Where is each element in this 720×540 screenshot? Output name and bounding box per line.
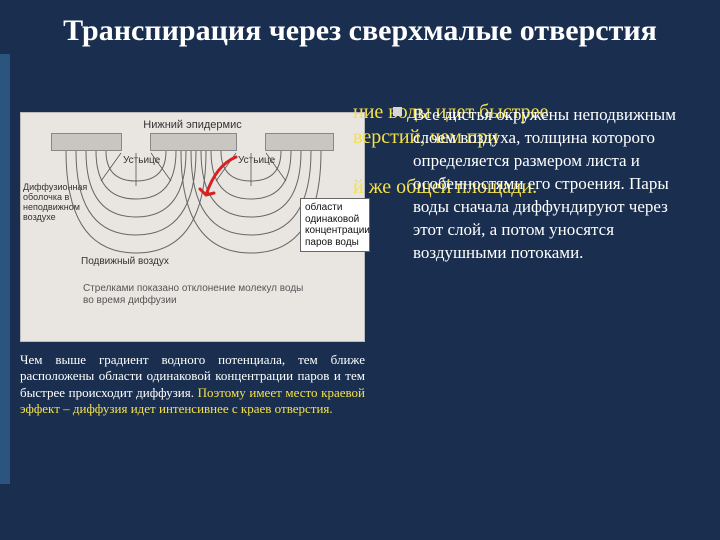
red-arrow-annotation: [196, 155, 240, 211]
front-white-text: Все листья окружены неподвижным слоем во…: [413, 104, 700, 265]
concentration-overlay-box: области одинаковой концентрации паров во…: [300, 198, 370, 252]
accent-bar: [0, 54, 10, 484]
slide-title: Транспирация через сверхмалые отверстия: [0, 0, 720, 57]
diffusion-arcs: [51, 151, 336, 271]
stoma-gap-1: [121, 133, 151, 151]
epidermis-bar: [51, 133, 334, 151]
content-area: Нижний эпидермис Устьице Устьице Диффузи…: [20, 112, 700, 522]
bullet-icon: [393, 107, 402, 116]
left-caption: Чем выше градиент водного потенциала, те…: [20, 352, 365, 417]
moving-air-label: Подвижный воздух: [81, 256, 169, 267]
stoma-gap-2: [236, 133, 266, 151]
slide: Транспирация через сверхмалые отверстия …: [0, 0, 720, 540]
diagram-caption: Стрелками показано отклонение молекул во…: [83, 283, 313, 307]
diagram-top-label: Нижний эпидермис: [21, 119, 364, 131]
right-column: ние воды идет быстрее верстий, чем при й…: [375, 112, 700, 522]
left-column: Нижний эпидермис Устьице Устьице Диффузи…: [20, 112, 365, 522]
